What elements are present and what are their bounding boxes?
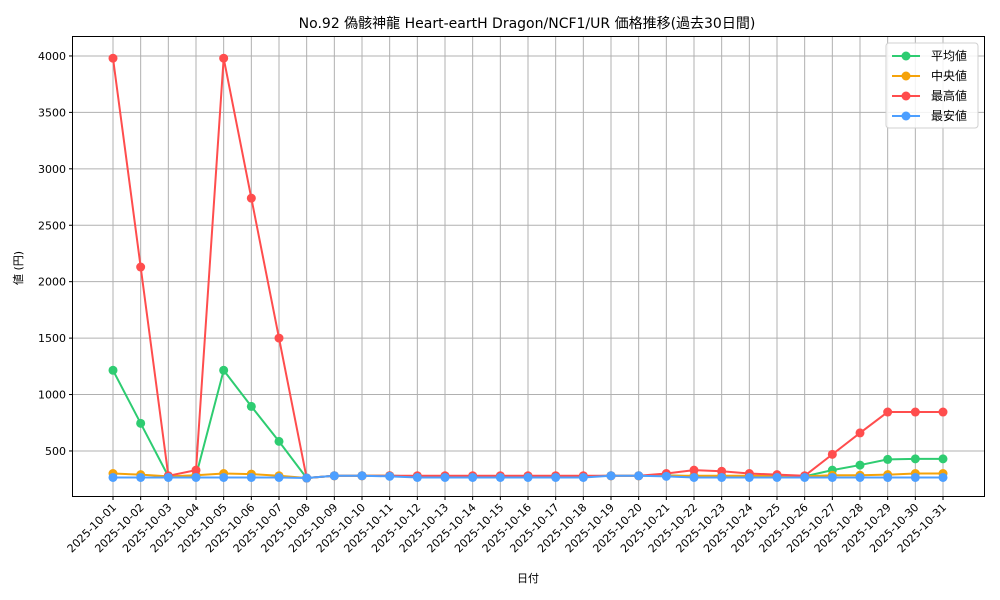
data-point-marker (855, 472, 865, 482)
legend-marker-icon (901, 51, 911, 61)
data-point-marker (274, 472, 284, 482)
y-tick-label: 2500 (38, 219, 66, 232)
data-point-marker (246, 193, 256, 203)
data-point-marker (772, 472, 782, 482)
data-point-marker (827, 449, 837, 459)
data-point-marker (108, 53, 118, 63)
data-point-marker (689, 465, 699, 475)
legend-item: 最高値 (892, 88, 967, 103)
data-point-marker (551, 472, 561, 482)
data-point-marker (274, 333, 284, 343)
y-tick-label: 3500 (38, 106, 66, 119)
data-point-marker (357, 471, 367, 481)
legend-marker-icon (901, 111, 911, 121)
data-point-marker (136, 418, 146, 428)
data-point-marker (634, 471, 644, 481)
legend-marker-icon (901, 71, 911, 81)
data-point-marker (412, 472, 422, 482)
x-axis-label: 日付 (517, 572, 539, 585)
data-point-marker (246, 401, 256, 411)
data-point-marker (883, 472, 893, 482)
data-point-marker (495, 472, 505, 482)
legend-marker-icon (901, 91, 911, 101)
legend-label: 中央値 (931, 68, 967, 83)
data-point-marker (302, 473, 312, 483)
data-point-marker (744, 472, 754, 482)
legend-item: 最安値 (892, 108, 967, 123)
data-point-marker (938, 454, 948, 464)
y-tick-label: 1000 (38, 389, 66, 402)
grid-lines (73, 37, 984, 496)
data-point-marker (910, 407, 920, 417)
data-point-marker (440, 472, 450, 482)
data-point-marker (246, 472, 256, 482)
legend-box (885, 42, 979, 129)
data-point-marker (883, 407, 893, 417)
data-point-marker (108, 472, 118, 482)
data-point-marker (219, 53, 229, 63)
data-point-marker (136, 472, 146, 482)
legend-label: 平均値 (931, 48, 967, 63)
data-point-marker (191, 465, 201, 475)
y-tick-label: 4000 (38, 50, 66, 63)
legend-item: 中央値 (892, 68, 967, 83)
data-point-marker (219, 472, 229, 482)
data-point-marker (219, 365, 229, 375)
data-point-marker (274, 436, 284, 446)
y-tick-label: 1500 (38, 332, 66, 345)
legend-item: 平均値 (892, 48, 967, 63)
data-point-marker (606, 471, 616, 481)
data-point-marker (883, 454, 893, 464)
data-point-marker (855, 460, 865, 470)
legend-label: 最高値 (931, 88, 967, 103)
legend-label: 最安値 (931, 108, 967, 123)
y-axis-label: 値 (円) (12, 251, 25, 285)
plot-area-frame (72, 36, 985, 497)
data-point-marker (910, 454, 920, 464)
data-point-marker (329, 471, 339, 481)
data-point-marker (717, 472, 727, 482)
y-tick-label: 500 (45, 445, 66, 458)
data-point-marker (108, 365, 118, 375)
chart-title: No.92 偽骸神龍 Heart-eartH Dragon/NCF1/UR 価格… (299, 15, 756, 32)
data-point-marker (385, 471, 395, 481)
data-point-marker (523, 472, 533, 482)
data-point-marker (855, 428, 865, 438)
series-3 (108, 471, 948, 483)
data-point-marker (136, 262, 146, 272)
data-point-marker (191, 472, 201, 482)
data-point-marker (938, 407, 948, 417)
data-point-marker (827, 472, 837, 482)
data-point-marker (578, 472, 588, 482)
y-axis-ticks: 500 1000 1500 2000 2500 3000 3500 4000 (38, 50, 73, 458)
y-tick-label: 2000 (38, 276, 66, 289)
data-point-marker (163, 472, 173, 482)
x-axis-ticks: 2025-10-012025-10-022025-10-032025-10-04… (65, 496, 949, 555)
data-point-marker (661, 471, 671, 481)
data-point-marker (689, 472, 699, 482)
y-tick-label: 3000 (38, 163, 66, 176)
data-point-marker (717, 466, 727, 476)
data-point-marker (938, 472, 948, 482)
data-point-marker (910, 472, 920, 482)
data-series (108, 53, 948, 483)
data-point-marker (468, 472, 478, 482)
data-point-marker (800, 472, 810, 482)
